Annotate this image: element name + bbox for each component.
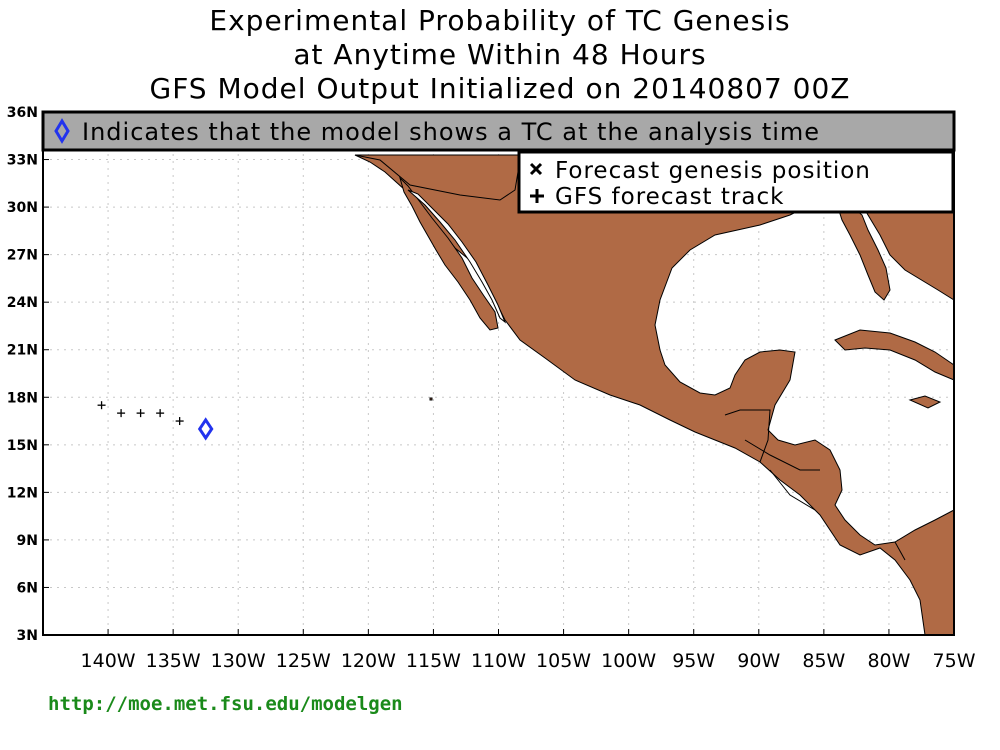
x-tick-label: 100W	[601, 650, 656, 672]
x-tick-label: 110W	[471, 650, 526, 672]
track-point	[136, 409, 145, 418]
y-tick-label: 9N	[17, 533, 38, 549]
forecast-track	[97, 401, 184, 426]
track-point	[156, 409, 165, 418]
x-mark-icon	[529, 162, 543, 176]
y-tick-label: 12N	[7, 485, 38, 501]
legend-track-label: GFS forecast track	[555, 184, 784, 210]
land-mass	[354, 154, 955, 636]
x-tick-label: 95W	[672, 650, 715, 672]
analysis-banner	[41, 110, 956, 152]
analysis-tc-marker	[197, 417, 214, 441]
y-tick-label: 24N	[7, 295, 38, 311]
x-tick-label: 80W	[867, 650, 910, 672]
track-point	[97, 401, 106, 410]
legend-genesis-label: Forecast genesis position	[555, 158, 871, 184]
x-tick-label: 135W	[146, 650, 201, 672]
footer-url-link[interactable]: http://moe.met.fsu.edu/modelgen	[48, 693, 403, 715]
x-tick-label: 90W	[737, 650, 780, 672]
y-tick-label: 3N	[17, 628, 38, 644]
x-tick-label: 130W	[211, 650, 266, 672]
banner-text: Indicates that the model shows a TC at t…	[82, 118, 820, 146]
y-tick-label: 6N	[17, 580, 38, 596]
plus-mark-icon	[530, 189, 544, 203]
y-tick-label: 30N	[7, 200, 38, 216]
x-tick-label: 105W	[536, 650, 591, 672]
diamond-icon	[54, 118, 70, 144]
y-tick-label: 33N	[7, 153, 38, 169]
y-tick-label: 18N	[7, 390, 38, 406]
x-tick-label: 140W	[81, 650, 136, 672]
y-tick-label: 36N	[7, 105, 38, 121]
y-tick-label: 15N	[7, 438, 38, 454]
x-tick-label: 120W	[341, 650, 396, 672]
analysis-diamond	[197, 417, 214, 441]
y-tick-label: 27N	[7, 248, 38, 264]
title-line-2: at Anytime Within 48 Hours	[293, 38, 707, 71]
title-line-1: Experimental Probability of TC Genesis	[209, 4, 791, 37]
x-tick-label: 125W	[276, 650, 331, 672]
x-axis-ticks: 140W 135W 130W 125W 120W 115W 110W 105W 100W 95W 9…	[81, 629, 976, 672]
x-tick-label: 75W	[933, 650, 976, 672]
y-tick-label: 21N	[7, 343, 38, 359]
country-borders	[354, 154, 906, 561]
track-point	[175, 417, 184, 426]
x-tick-label: 115W	[406, 650, 461, 672]
x-tick-label: 85W	[802, 650, 845, 672]
title-line-3: GFS Model Output Initialized on 20140807…	[149, 72, 851, 105]
track-point	[117, 409, 126, 418]
y-axis-ticks: 36N 33N 30N 27N 24N 21N 18N 15N 12N 9N 6N 3N	[7, 105, 49, 644]
